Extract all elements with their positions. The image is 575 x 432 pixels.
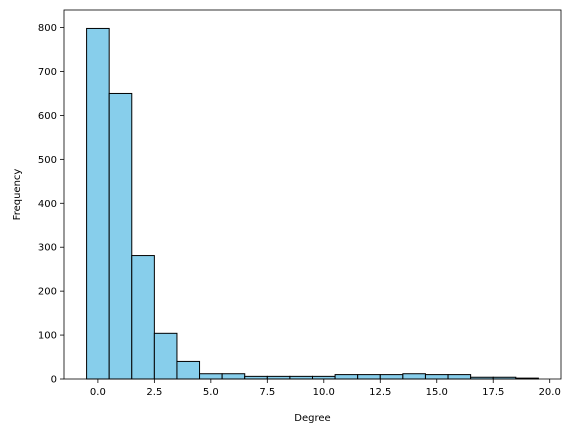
y-tick-label: 600: [38, 111, 57, 122]
histogram-bar-14: [402, 373, 426, 380]
x-tick-label: 0.0: [90, 387, 106, 398]
y-tick-label: 200: [38, 287, 57, 298]
y-tick-label: 800: [38, 23, 57, 34]
plot-frame: [63, 9, 562, 380]
x-tick-label: 10.0: [313, 387, 335, 398]
histogram-bar-4: [176, 360, 201, 380]
y-tick-label: 500: [38, 155, 57, 166]
histogram-bar-13: [379, 374, 404, 380]
histogram-bar-1: [108, 92, 133, 380]
x-ticks-group: 0.0 2.5 5.0 7.5 10.0 12.5 15.0 17.5 20.0: [90, 379, 561, 398]
histogram-bar-11: [334, 374, 359, 380]
histogram-bar-2: [131, 255, 155, 380]
y-tick-label: 100: [38, 331, 57, 342]
bars-group: [86, 27, 539, 380]
y-axis-label: Frequency: [12, 169, 23, 221]
x-tick-label: 7.5: [259, 387, 275, 398]
x-tick-label: 15.0: [426, 387, 448, 398]
histogram-bar-15: [424, 374, 449, 380]
histogram-bar-12: [357, 374, 381, 380]
histogram-bar-16: [447, 374, 472, 380]
histogram-bar-6: [221, 373, 246, 380]
x-axis-label: Degree: [294, 413, 330, 424]
histogram-bar-5: [199, 373, 223, 380]
histogram-bar-0: [86, 27, 110, 380]
y-tick-label: 300: [38, 243, 57, 254]
y-tick-label: 400: [38, 199, 57, 210]
y-tick-label: 0: [51, 375, 57, 386]
y-ticks-group: 0 100 200 300 400 500 600 700 800: [38, 23, 64, 386]
x-tick-label: 2.5: [146, 387, 162, 398]
y-tick-label: 700: [38, 67, 57, 78]
x-tick-label: 17.5: [482, 387, 504, 398]
histogram-bar-3: [153, 332, 178, 380]
x-tick-label: 5.0: [203, 387, 219, 398]
x-tick-label: 20.0: [539, 387, 561, 398]
x-tick-label: 12.5: [369, 387, 391, 398]
